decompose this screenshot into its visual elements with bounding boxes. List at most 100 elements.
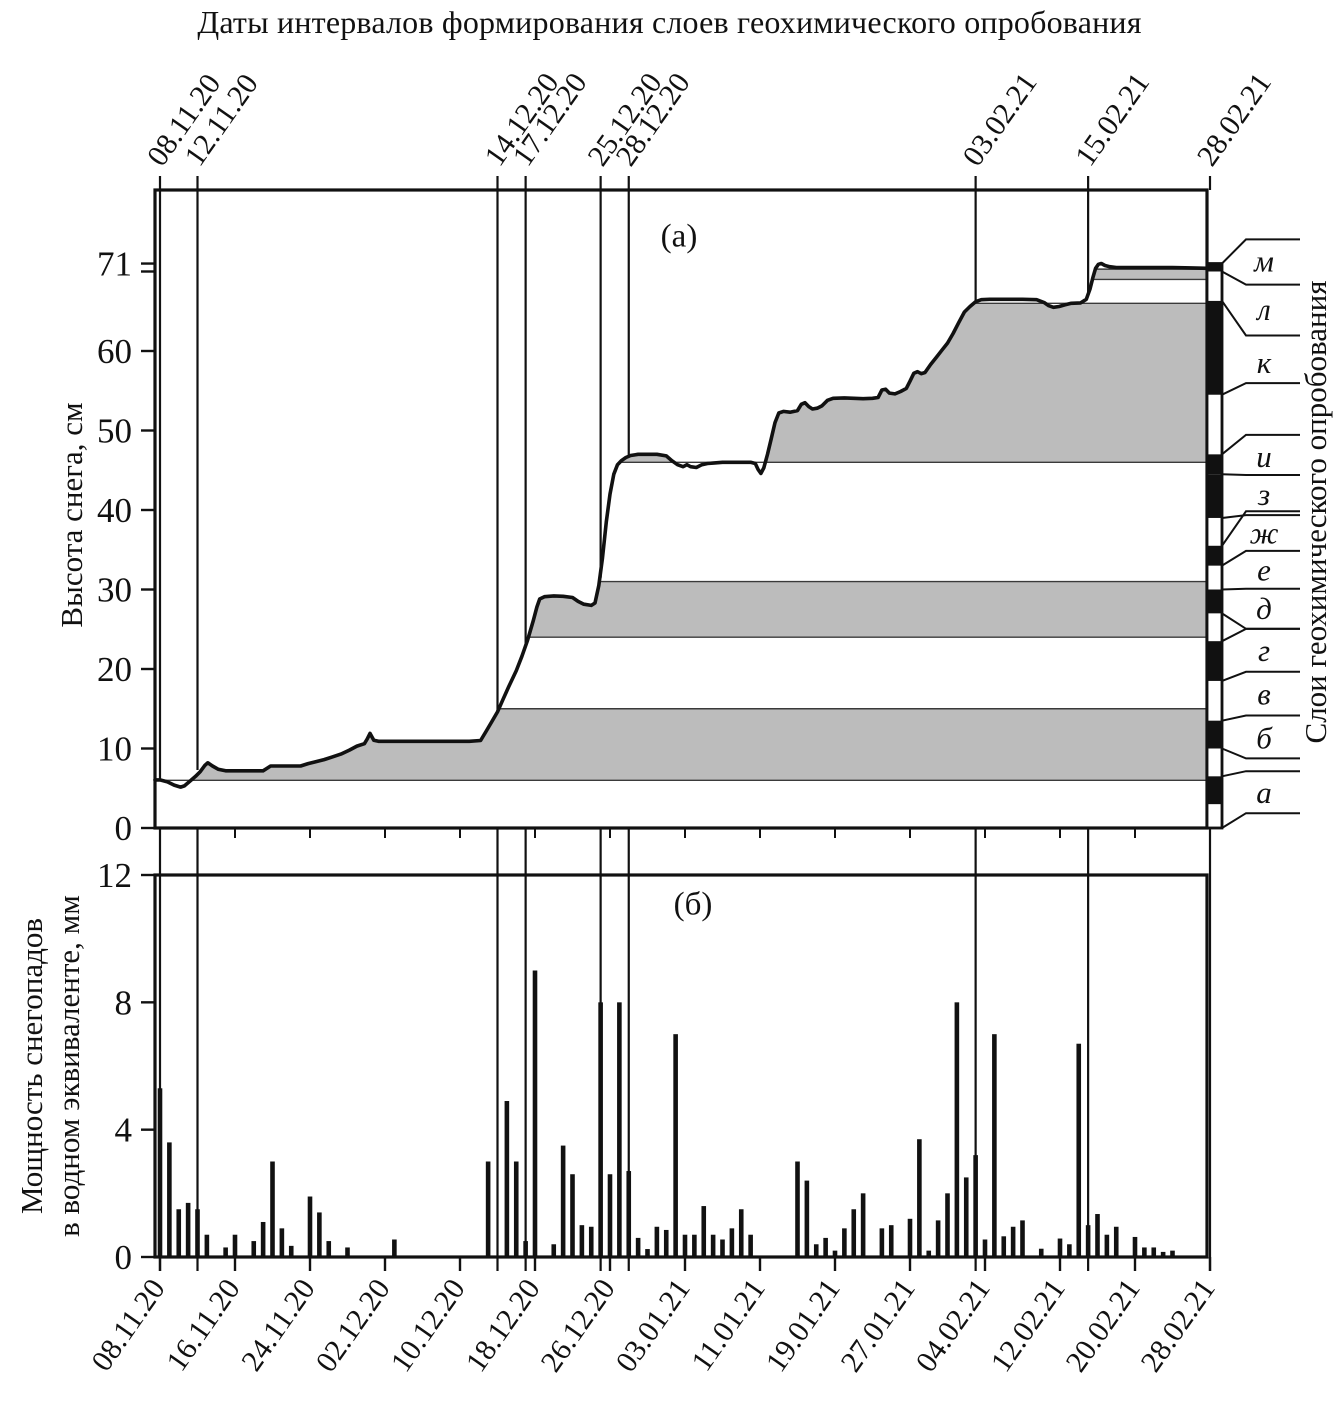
x-tick-label-b: 28.02.21	[1134, 1273, 1221, 1378]
snowfall-bar	[701, 1206, 707, 1257]
snowfall-bar	[157, 1088, 163, 1257]
snowfall-bar	[392, 1239, 397, 1257]
y-tick-label-a: 40	[97, 491, 132, 530]
layer-leader	[1221, 382, 1300, 396]
layer-leader	[1221, 549, 1300, 567]
layer-label: з	[1257, 477, 1270, 512]
y-tick-label-a: 20	[97, 650, 132, 689]
snowfall-bar	[729, 1228, 735, 1257]
snowfall-bar	[992, 1034, 997, 1257]
layer-segment-black	[1207, 545, 1222, 566]
snowfall-bar	[851, 1209, 857, 1257]
layer-segment-black	[1207, 474, 1222, 518]
snowfall-bar	[888, 1225, 894, 1257]
x-tick-label-b: 08.11.20	[85, 1273, 172, 1377]
x-tick-label-b: 24.11.20	[235, 1273, 322, 1377]
snowfall-bar	[626, 1171, 632, 1257]
snowfall-bar	[635, 1237, 641, 1257]
snowfall-bar	[288, 1245, 294, 1257]
snowfall-bar	[307, 1196, 313, 1257]
snowfall-bar	[195, 1209, 200, 1257]
layer-leader	[1221, 300, 1300, 337]
x-tick-label-b: 16.11.20	[160, 1273, 247, 1377]
snowfall-bar	[588, 1226, 594, 1257]
y-tick-label-a: 60	[97, 332, 132, 371]
y-tick-label-b: 4	[115, 1111, 133, 1150]
snowfall-bar	[804, 1180, 810, 1257]
snowfall-bar	[513, 1161, 519, 1257]
snowfall-bar	[204, 1234, 210, 1257]
layer-leader	[1221, 238, 1300, 265]
snowfall-bar	[710, 1234, 716, 1257]
snowfall-bar	[813, 1244, 819, 1257]
y-tick-label-b: 0	[115, 1238, 133, 1277]
snowfall-bar	[945, 1193, 950, 1257]
snowfall-bar	[926, 1250, 932, 1257]
layer-label: и	[1256, 439, 1272, 474]
snowfall-bar	[598, 1002, 603, 1257]
layer-leader	[1221, 812, 1300, 829]
snowfall-bar	[223, 1247, 228, 1257]
snowfall-bar	[485, 1161, 491, 1257]
snowfall-bar	[326, 1241, 332, 1257]
y-tick-label-b: 12	[97, 856, 132, 895]
layer-label: б	[1256, 720, 1273, 755]
snowfall-bar	[279, 1228, 285, 1257]
layer-segment-black	[1207, 589, 1222, 614]
gray-band	[155, 303, 1207, 463]
layer-segment-black	[1207, 454, 1222, 475]
layer-leader	[1221, 473, 1300, 476]
snowfall-bar	[1085, 1225, 1091, 1257]
snowfall-bar	[654, 1226, 660, 1257]
snowfall-bar	[260, 1221, 266, 1257]
snowfall-bar	[982, 1239, 988, 1257]
snowfall-bar	[317, 1212, 322, 1257]
panel-b-y-axis-label: Мощность снегопадов в водном эквиваленте…	[13, 895, 87, 1237]
snowfall-bar	[532, 970, 538, 1257]
x-tick-label-b: 18.12.20	[459, 1273, 546, 1378]
snowfall-bar	[1142, 1247, 1147, 1257]
snowfall-bar	[645, 1249, 650, 1257]
snowfall-bar	[167, 1142, 172, 1257]
snowfall-bar	[1076, 1043, 1082, 1257]
gray-band	[155, 581, 1207, 638]
snowfall-bar	[1132, 1236, 1138, 1257]
x-tick-label-b: 03.01.21	[609, 1273, 696, 1378]
x-tick-label-b: 02.12.20	[309, 1273, 396, 1378]
snowfall-bar	[504, 1101, 510, 1257]
snowfall-bar	[185, 1202, 191, 1257]
snowfall-bar	[1057, 1238, 1063, 1257]
x-tick-label-b: 26.12.20	[534, 1273, 621, 1378]
panel-b-y-axis-label-line2: в водном эквиваленте, мм	[51, 895, 86, 1237]
snowfall-bar	[963, 1177, 969, 1257]
layer-label: к	[1257, 345, 1272, 380]
x-tick-label-b: 10.12.20	[384, 1273, 471, 1378]
snowfall-bar	[917, 1139, 922, 1257]
snowfall-bar	[579, 1225, 585, 1257]
layer-label: г	[1258, 633, 1270, 668]
snowfall-bar	[842, 1228, 847, 1257]
layer-segment-black	[1207, 776, 1222, 805]
x-tick-label-b: 20.02.21	[1059, 1273, 1146, 1378]
snowfall-bar	[860, 1193, 866, 1257]
y-tick-label-a: 71	[97, 245, 132, 284]
layer-leader	[1221, 627, 1300, 643]
x-tick-label-b: 19.01.21	[759, 1273, 846, 1378]
snowfall-bar	[232, 1234, 238, 1257]
snowfall-bar	[720, 1239, 725, 1257]
sampling-date-label: 28.02.21	[1191, 67, 1278, 172]
y-tick-label-a: 50	[97, 412, 132, 451]
layer-leader	[1221, 270, 1300, 286]
snowfall-bar	[1067, 1244, 1072, 1257]
snow-height-curve	[153, 261, 1209, 789]
snowfall-bar	[973, 1155, 978, 1257]
snowfall-bar	[1095, 1214, 1100, 1257]
snowfall-bar	[176, 1209, 182, 1257]
sampling-date-label: 15.02.21	[1069, 67, 1156, 172]
snowfall-bar	[551, 1244, 557, 1257]
snowfall-bar	[1010, 1226, 1016, 1257]
layer-leader	[1221, 747, 1300, 760]
layer-leader	[1221, 510, 1300, 547]
snowfall-bar	[1113, 1226, 1119, 1257]
